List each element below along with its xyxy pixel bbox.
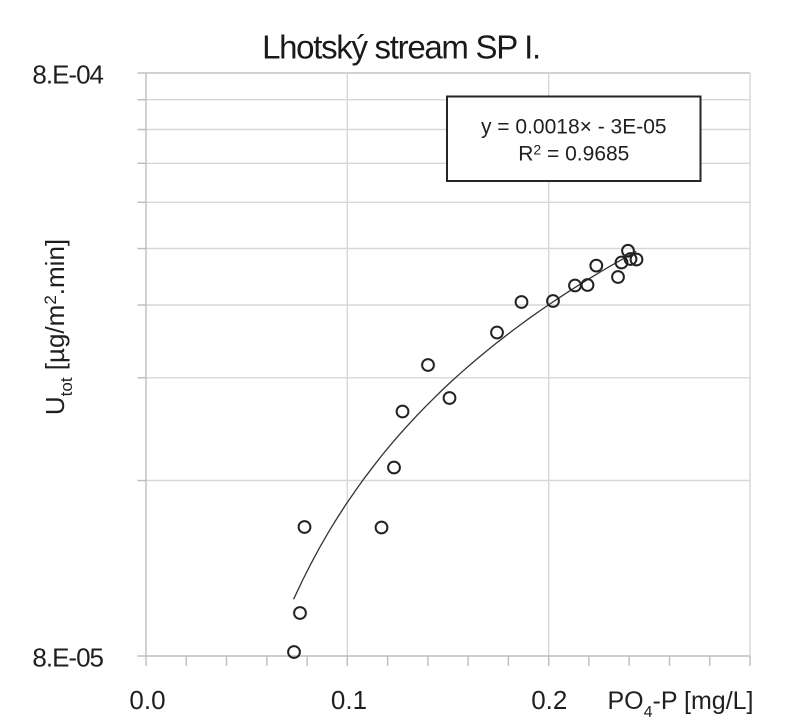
svg-text:y = 0.0018× - 3E-05: y = 0.0018× - 3E-05 [481,116,667,139]
svg-text:Lhotský stream SP I.: Lhotský stream SP I. [262,29,540,66]
svg-text:0.1: 0.1 [331,685,367,715]
svg-text:PO4-P [mg/L]: PO4-P [mg/L] [608,687,754,721]
svg-text:0.0: 0.0 [129,685,165,715]
svg-text:0.2: 0.2 [531,685,567,715]
svg-text:8.E-04: 8.E-04 [32,60,103,90]
svg-text:8.E-05: 8.E-05 [32,643,103,673]
